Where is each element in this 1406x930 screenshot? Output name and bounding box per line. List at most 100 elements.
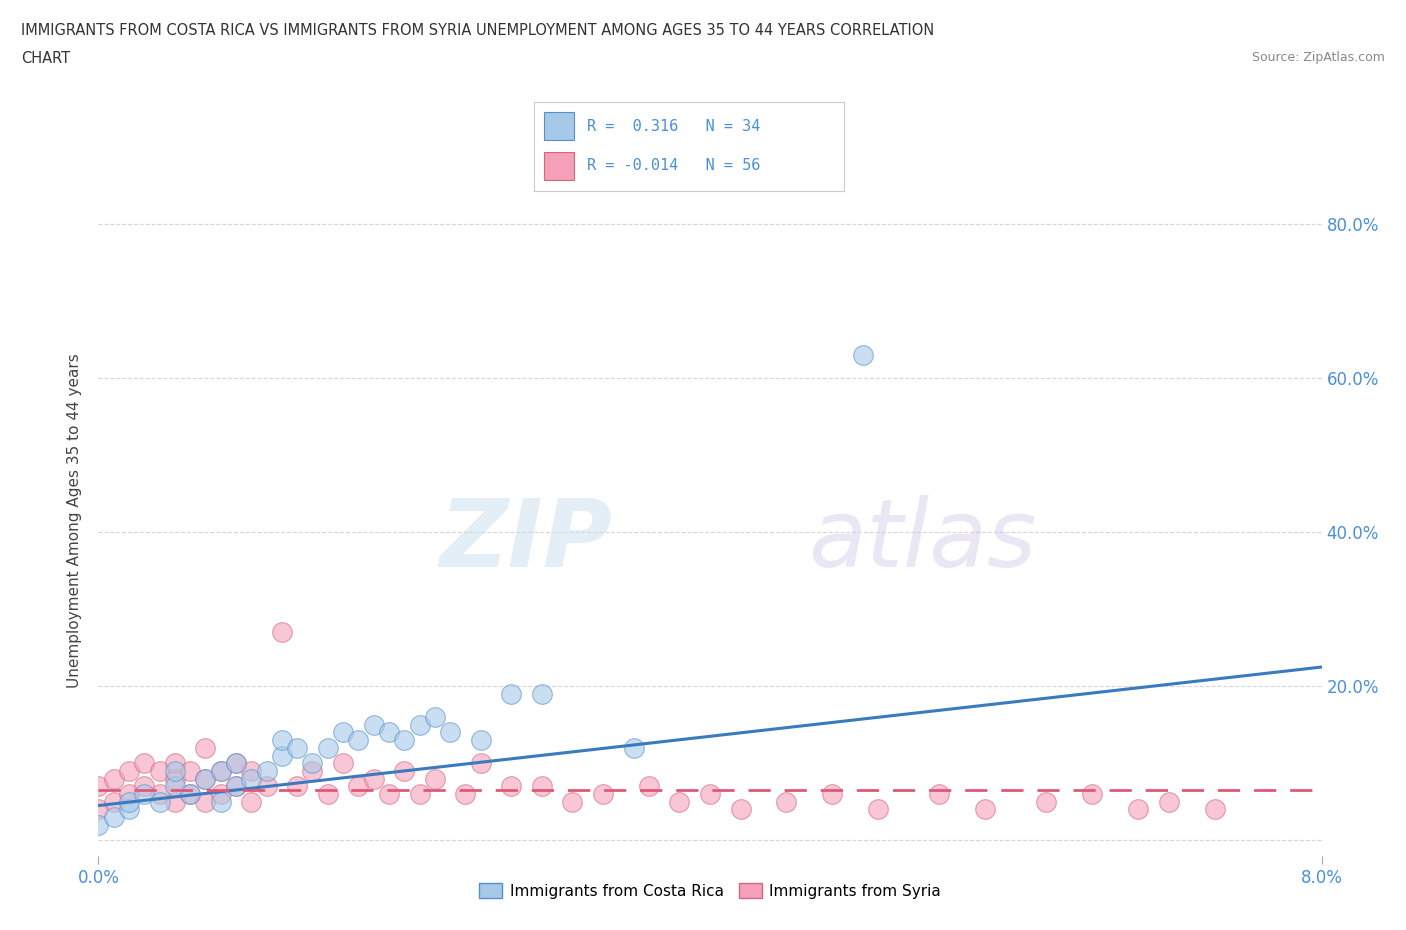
- Text: Source: ZipAtlas.com: Source: ZipAtlas.com: [1251, 51, 1385, 64]
- Point: [592, 787, 614, 802]
- Text: ZIP: ZIP: [439, 495, 612, 587]
- Point: [501, 779, 523, 794]
- Point: [163, 771, 186, 786]
- Point: [530, 686, 553, 701]
- Point: [301, 764, 323, 778]
- Point: [103, 771, 125, 786]
- Point: [454, 787, 477, 802]
- Text: R =  0.316   N = 34: R = 0.316 N = 34: [586, 119, 761, 134]
- Point: [668, 794, 690, 809]
- Point: [270, 748, 294, 763]
- FancyBboxPatch shape: [544, 152, 575, 180]
- Point: [194, 771, 217, 786]
- Point: [87, 779, 110, 794]
- Point: [285, 740, 308, 755]
- Point: [225, 779, 247, 794]
- Point: [163, 779, 186, 794]
- Point: [347, 779, 370, 794]
- Point: [163, 764, 186, 778]
- Point: [530, 779, 553, 794]
- Point: [163, 794, 186, 809]
- Point: [149, 764, 172, 778]
- Text: atlas: atlas: [808, 496, 1036, 587]
- Point: [928, 787, 950, 802]
- Point: [87, 802, 110, 817]
- Text: R = -0.014   N = 56: R = -0.014 N = 56: [586, 158, 761, 173]
- Point: [378, 787, 401, 802]
- Point: [408, 787, 430, 802]
- Text: IMMIGRANTS FROM COSTA RICA VS IMMIGRANTS FROM SYRIA UNEMPLOYMENT AMONG AGES 35 T: IMMIGRANTS FROM COSTA RICA VS IMMIGRANTS…: [21, 23, 935, 38]
- Point: [561, 794, 583, 809]
- Point: [163, 756, 186, 771]
- Point: [301, 756, 323, 771]
- Point: [501, 686, 523, 701]
- Point: [1204, 802, 1226, 817]
- Point: [775, 794, 797, 809]
- Point: [423, 710, 446, 724]
- Point: [240, 794, 263, 809]
- Point: [118, 764, 141, 778]
- Point: [179, 764, 201, 778]
- Text: CHART: CHART: [21, 51, 70, 66]
- Point: [1081, 787, 1104, 802]
- Point: [1128, 802, 1150, 817]
- Point: [316, 787, 339, 802]
- Point: [225, 756, 247, 771]
- Point: [256, 779, 278, 794]
- Point: [378, 725, 401, 740]
- Point: [470, 733, 492, 748]
- Point: [363, 771, 385, 786]
- Point: [974, 802, 997, 817]
- Point: [118, 794, 141, 809]
- Point: [285, 779, 308, 794]
- Point: [225, 756, 247, 771]
- Legend: Immigrants from Costa Rica, Immigrants from Syria: Immigrants from Costa Rica, Immigrants f…: [472, 877, 948, 905]
- Point: [699, 787, 721, 802]
- Point: [149, 787, 172, 802]
- Point: [423, 771, 446, 786]
- Point: [392, 733, 416, 748]
- FancyBboxPatch shape: [544, 112, 575, 140]
- Point: [1035, 794, 1057, 809]
- Point: [852, 348, 875, 363]
- Point: [118, 787, 141, 802]
- Point: [868, 802, 890, 817]
- Y-axis label: Unemployment Among Ages 35 to 44 years: Unemployment Among Ages 35 to 44 years: [67, 353, 83, 688]
- Point: [179, 787, 201, 802]
- Point: [134, 756, 156, 771]
- Point: [821, 787, 844, 802]
- Point: [470, 756, 492, 771]
- Point: [392, 764, 416, 778]
- Point: [134, 787, 156, 802]
- Point: [179, 787, 201, 802]
- Point: [730, 802, 752, 817]
- Point: [240, 764, 263, 778]
- Point: [316, 740, 339, 755]
- Point: [270, 733, 294, 748]
- Point: [209, 764, 232, 778]
- Point: [332, 756, 354, 771]
- Point: [209, 787, 232, 802]
- Point: [637, 779, 661, 794]
- Point: [118, 802, 141, 817]
- Point: [194, 740, 217, 755]
- Point: [194, 794, 217, 809]
- Point: [332, 725, 354, 740]
- Point: [225, 779, 247, 794]
- Point: [256, 764, 278, 778]
- Point: [240, 771, 263, 786]
- Point: [209, 764, 232, 778]
- Point: [623, 740, 645, 755]
- Point: [209, 794, 232, 809]
- Point: [134, 779, 156, 794]
- Point: [149, 794, 172, 809]
- Point: [439, 725, 461, 740]
- Point: [347, 733, 370, 748]
- Point: [1157, 794, 1180, 809]
- Point: [87, 817, 110, 832]
- Point: [363, 717, 385, 732]
- Point: [103, 794, 125, 809]
- Point: [270, 625, 294, 640]
- Point: [408, 717, 430, 732]
- Point: [103, 810, 125, 825]
